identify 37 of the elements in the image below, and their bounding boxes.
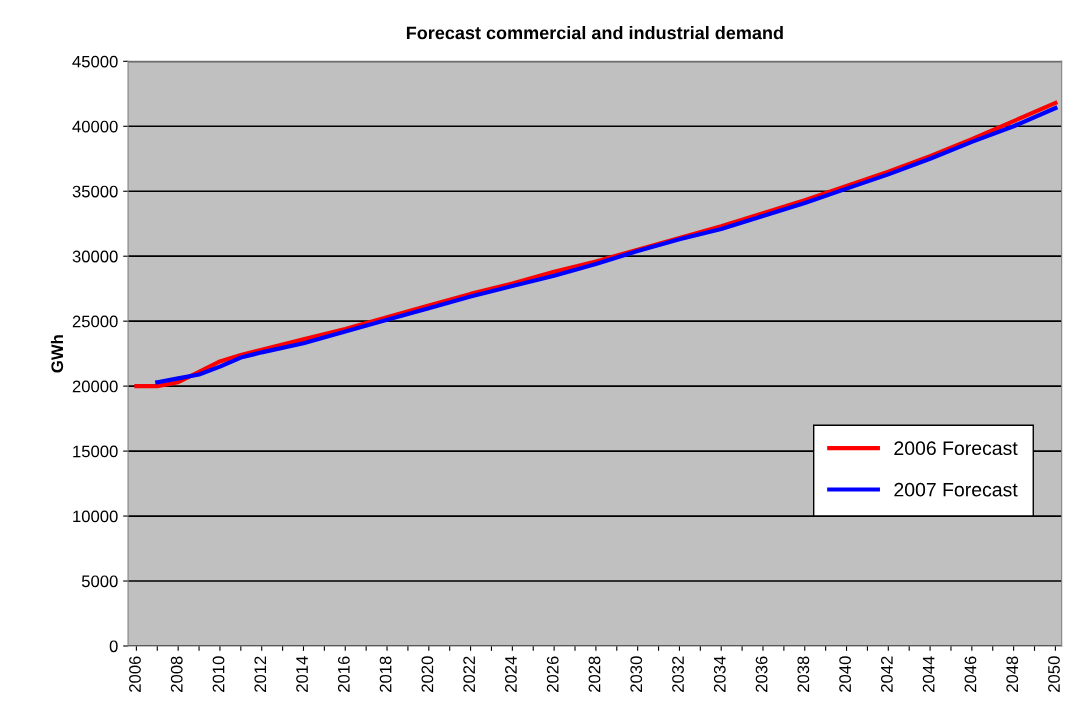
x-tick-label: 2030	[630, 656, 643, 692]
x-tick-label: 2006	[129, 656, 141, 692]
x-tick-label: 2046	[964, 656, 977, 692]
x-tick-label: 2040	[839, 656, 852, 692]
x-tick-label: 2018	[379, 656, 392, 692]
y-tick-label: 20000	[72, 380, 118, 393]
x-tick-label: 2008	[170, 656, 183, 692]
x-tick-label: 2028	[588, 656, 601, 692]
x-tick-label: 2038	[797, 656, 810, 692]
x-tick-label: 2010	[212, 656, 225, 692]
y-tick-label: 0	[109, 640, 118, 653]
y-tick-label: 5000	[81, 575, 118, 588]
x-tick-label: 2050	[1048, 656, 1060, 692]
y-tick-label: 10000	[73, 510, 118, 523]
x-tick-label: 2044	[922, 656, 935, 692]
x-tick-label: 2020	[421, 656, 434, 692]
y-axis-title: GWh	[50, 335, 64, 373]
x-tick-label: 2042	[880, 656, 893, 692]
x-tick-label: 2014	[296, 656, 308, 692]
x-tick-label: 2024	[505, 656, 517, 692]
y-tick-label: 45000	[72, 55, 118, 68]
legend-label: 2006 Forecast	[894, 441, 1018, 456]
x-tick-label: 2022	[463, 656, 476, 692]
x-tick-label: 2026	[546, 656, 559, 692]
x-tick-label: 2016	[337, 656, 350, 692]
x-tick-label: 2036	[755, 656, 768, 692]
y-tick-label: 35000	[72, 185, 118, 198]
x-tick-label: 2048	[1006, 656, 1019, 692]
x-tick-label: 2034	[713, 656, 726, 692]
y-tick-label: 15000	[73, 445, 118, 458]
legend-label: 2007 Forecast	[894, 482, 1018, 497]
x-tick-label: 2032	[672, 656, 684, 692]
y-tick-label: 30000	[72, 250, 118, 263]
y-tick-label: 25000	[72, 315, 118, 328]
y-tick-label: 40000	[72, 120, 118, 133]
chart-title: Forecast commercial and industrial demand	[406, 26, 783, 40]
x-tick-label: 2012	[254, 656, 267, 692]
